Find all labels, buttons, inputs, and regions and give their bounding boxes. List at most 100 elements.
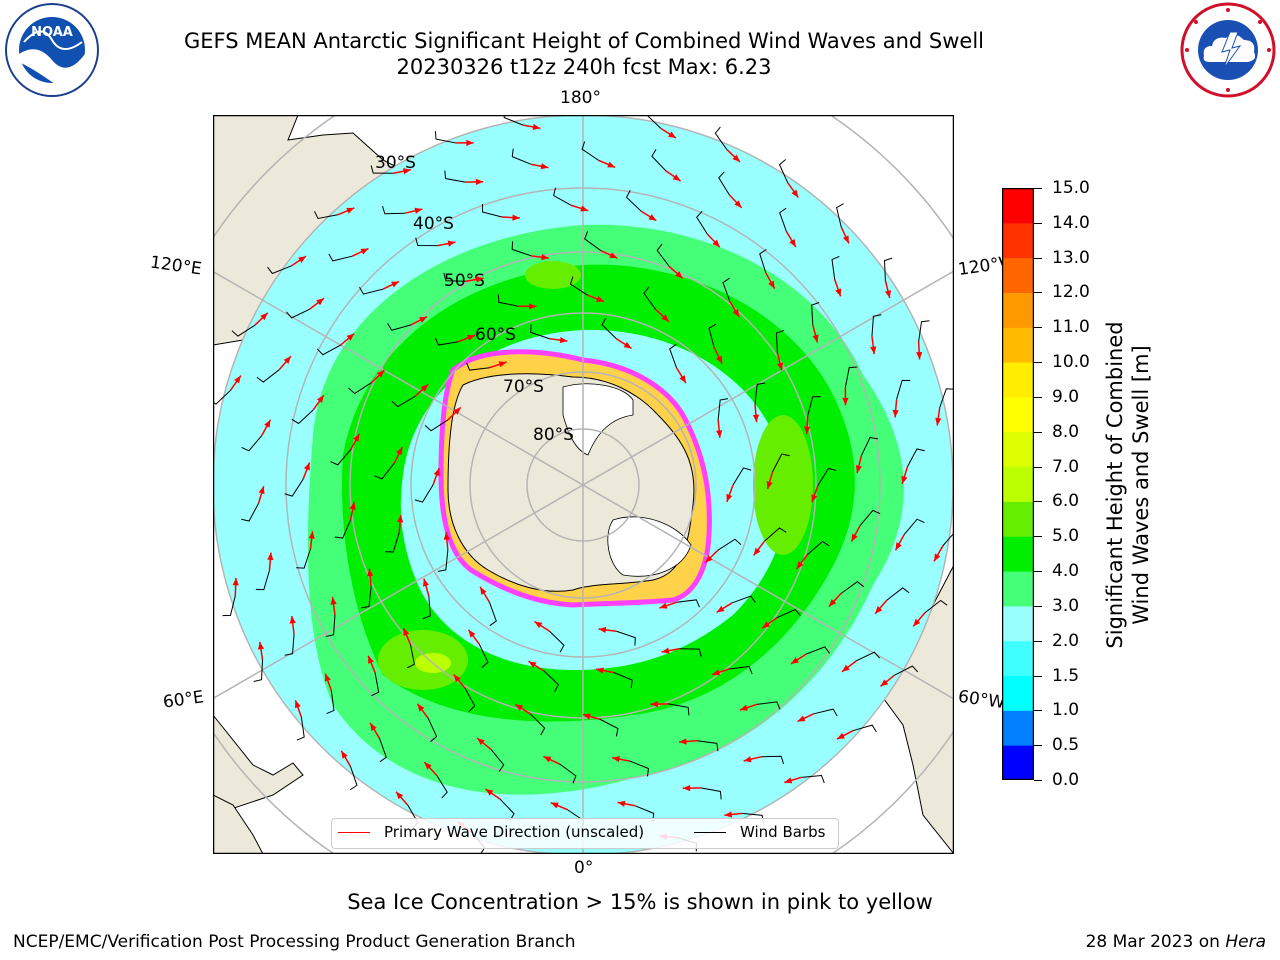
- legend-barb-label: Wind Barbs: [740, 823, 826, 841]
- colorbar-tick-mark: [1034, 222, 1042, 224]
- wind-barb: [434, 337, 459, 346]
- wave-direction-arrowhead: [232, 577, 239, 586]
- wave-direction-arrowhead: [743, 756, 752, 763]
- colorbar-tick-mark: [1034, 362, 1042, 364]
- colorbar-tick-label: 0.5: [1052, 735, 1080, 756]
- wind-barb: [629, 760, 649, 777]
- colorbar-tick-label: 6.0: [1052, 491, 1080, 512]
- wave-direction-arrowhead: [895, 542, 902, 551]
- wind-barb: [852, 724, 877, 733]
- colorbar-segment: [1002, 675, 1034, 711]
- wind-barb: [779, 207, 787, 232]
- colorbar-tick-mark: [1034, 745, 1042, 747]
- wind-barb: [924, 599, 948, 614]
- wind-barb: [349, 766, 358, 791]
- wind-barb: [942, 532, 954, 547]
- colorbar-tick-label: 11.0: [1052, 317, 1090, 338]
- wind-barb: [444, 170, 466, 183]
- wave-direction-arrowhead: [360, 248, 369, 255]
- wave-direction-arrowhead: [550, 802, 559, 809]
- wind-barb: [424, 419, 449, 432]
- wave-direction-arrowhead: [768, 280, 775, 289]
- wind-barb: [241, 503, 259, 522]
- wave-direction-arrowhead: [672, 174, 681, 181]
- wave-direction-arrowhead: [414, 207, 423, 214]
- wind-barb: [543, 670, 559, 692]
- wave-direction-arrowhead: [884, 290, 891, 299]
- wind-barb: [296, 548, 311, 569]
- wave-direction-arrowhead: [529, 303, 537, 310]
- wind-barb: [731, 595, 756, 604]
- wind-barb: [778, 159, 789, 184]
- legend-wave-line: [338, 831, 370, 833]
- wind-barb: [831, 255, 840, 280]
- wind-barb: [284, 479, 304, 497]
- wave-direction-arrowhead: [532, 123, 541, 131]
- wind-barb: [651, 149, 667, 172]
- wind-barb: [903, 518, 925, 535]
- wave-direction-arrowhead: [732, 154, 740, 162]
- colorbar-tick-mark: [1034, 292, 1042, 294]
- wave-direction-arrowhead: [870, 346, 877, 355]
- wind-barb: [601, 317, 617, 340]
- chart-subtitle-forecast: 20230326 t12z 240h fcst Max: 6.23: [396, 55, 772, 79]
- wind-barb: [379, 738, 387, 763]
- legend-item-wave-direction: Primary Wave Direction (unscaled): [338, 823, 644, 841]
- colorbar-segment: [1002, 745, 1034, 780]
- wind-barb: [717, 398, 729, 420]
- wind-barb: [811, 302, 820, 326]
- wave-direction-arrowhead: [353, 433, 360, 442]
- wave-direction-arrowhead: [716, 430, 723, 438]
- latitude-labels: 30°S 40°S 50°S 60°S 70°S 80°S: [375, 153, 574, 445]
- weddell-ice-shelf: [607, 516, 692, 577]
- wave-direction-arrowhead: [776, 362, 783, 371]
- wave-direction-arrowhead: [396, 791, 404, 800]
- wind-barb: [708, 323, 717, 348]
- wave-direction-arrowhead: [596, 296, 605, 302]
- wave-direction-arrowhead: [796, 561, 804, 569]
- colorbar-segment: [1002, 536, 1034, 572]
- wave-direction-arrowhead: [661, 314, 669, 322]
- wind-barb: [436, 774, 448, 799]
- wind-barb: [443, 272, 466, 282]
- wave-direction-arrowhead: [267, 552, 274, 561]
- wave-direction-arrowhead: [648, 214, 657, 221]
- wind-barb: [613, 672, 633, 689]
- wind-barb: [764, 527, 787, 542]
- wave-direction-arrowhead: [283, 356, 291, 364]
- wave-direction-arrowhead: [370, 723, 377, 731]
- wave-direction-arrowhead: [403, 168, 411, 175]
- wave-direction-arrowhead: [397, 514, 404, 523]
- wave-direction-arrowhead: [913, 618, 921, 627]
- wave-direction-arrowhead: [349, 502, 356, 510]
- wave-direction-arrowhead: [453, 407, 461, 415]
- colorbar-segment: [1002, 396, 1034, 433]
- wind-barb: [374, 462, 395, 480]
- colorbar-tick-mark: [1034, 536, 1042, 538]
- colorbar-tick-label: 8.0: [1052, 421, 1080, 442]
- wave-direction-arrowhead: [443, 532, 450, 540]
- colorbar-tick-label: 7.0: [1052, 456, 1080, 477]
- wave-direction-arrowhead: [675, 271, 683, 279]
- wave-direction-arrowhead: [789, 239, 796, 247]
- wave-direction-arrowhead: [712, 669, 721, 676]
- colorbar-tick-mark: [1034, 605, 1042, 607]
- wind-barb: [497, 294, 519, 307]
- wave-direction-arrowhead: [598, 626, 607, 633]
- wave-direction-arrowhead: [534, 621, 543, 629]
- wind-barb: [775, 329, 785, 353]
- wind-barb: [717, 538, 742, 551]
- colorbar-segment: [1002, 292, 1034, 328]
- wind-barb: [668, 703, 690, 716]
- wind-barb: [334, 519, 352, 539]
- wave-direction-arrowhead: [419, 316, 428, 323]
- wave-direction-arrowhead: [257, 641, 265, 650]
- wave-direction-arrowhead: [485, 789, 494, 796]
- wave-direction-arrowhead: [341, 750, 348, 759]
- legend-wave-label: Primary Wave Direction (unscaled): [384, 823, 645, 841]
- wind-barb: [387, 323, 412, 331]
- colorbar-tick-label: 2.0: [1052, 630, 1080, 651]
- wave-direction-arrowhead: [668, 131, 677, 139]
- wind-barb: [754, 382, 766, 405]
- wave-direction-arrowhead: [875, 606, 883, 614]
